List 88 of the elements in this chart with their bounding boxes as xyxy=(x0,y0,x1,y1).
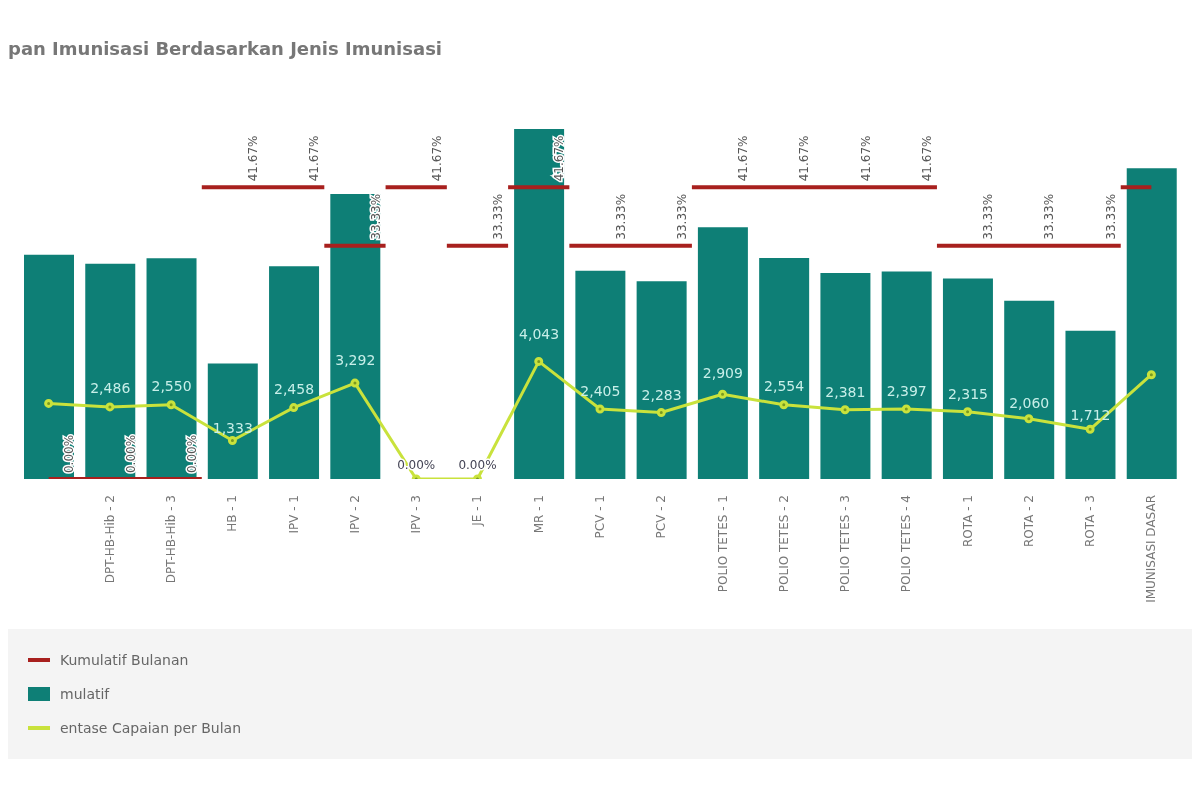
data-label: 41.67% xyxy=(429,135,444,182)
x-tick-label: PCV - 2 xyxy=(654,495,669,539)
x-tick-label: ROTA - 2 xyxy=(1021,495,1036,547)
bar xyxy=(514,129,565,479)
point xyxy=(1085,424,1095,434)
bar xyxy=(942,278,993,479)
legend-label: entase Capaian per Bulan xyxy=(60,720,242,736)
bar xyxy=(1126,168,1177,479)
bar xyxy=(881,271,932,479)
point xyxy=(105,402,115,412)
data-label: 0.00% xyxy=(184,434,199,473)
point xyxy=(779,400,789,410)
data-label: 2,486 xyxy=(90,379,131,396)
data-label: 41.67% xyxy=(797,135,812,182)
x-tick-label: ROTA - 1 xyxy=(960,495,975,547)
data-label: 41.67% xyxy=(246,135,261,182)
bar xyxy=(330,194,381,479)
x-tick-label: POLIO TETES - 2 xyxy=(776,495,791,593)
point xyxy=(656,408,666,417)
data-label: 2,458 xyxy=(274,380,315,397)
data-label: 4,043 xyxy=(519,326,560,342)
data-label: 2,060 xyxy=(1009,394,1050,411)
point xyxy=(595,404,605,414)
point xyxy=(840,405,850,415)
x-tick-label: DPT-HB-Hib - 2 xyxy=(102,495,117,584)
point xyxy=(1024,414,1034,424)
bar xyxy=(636,281,687,479)
bar xyxy=(759,257,810,479)
data-label: 2,554 xyxy=(764,377,805,394)
data-label: 33.33% xyxy=(981,193,996,240)
x-tick-label: JE - 1 xyxy=(470,495,485,527)
x-tick-label: IPV - 2 xyxy=(347,495,362,534)
chart-title: pan Imunisasi Berdasarkan Jenis Imunisasi xyxy=(8,37,443,61)
point xyxy=(901,404,911,414)
bar xyxy=(575,270,626,479)
data-label: 1,333 xyxy=(212,419,253,436)
bar xyxy=(269,266,320,479)
x-tick-label: POLIO TETES - 1 xyxy=(715,495,730,593)
data-label: 2,283 xyxy=(641,386,682,403)
x-tick-label: PCV - 1 xyxy=(593,495,607,539)
bar xyxy=(1004,300,1055,479)
point xyxy=(534,356,544,366)
point xyxy=(289,403,299,413)
bar xyxy=(207,363,258,479)
data-label: 33.33% xyxy=(1103,193,1118,240)
data-label: 3,292 xyxy=(335,352,376,369)
data-label: 41.67% xyxy=(552,135,567,182)
legend-label: mulatif xyxy=(60,686,110,702)
x-tick-label: IPV - 3 xyxy=(409,495,424,534)
data-label: 2,909 xyxy=(702,365,743,382)
data-label: 0.00% xyxy=(62,434,77,473)
x-tick-label: MR - 1 xyxy=(531,495,546,534)
data-label: 2,550 xyxy=(151,377,192,394)
x-tick-label: HB - 1 xyxy=(225,495,240,532)
data-label: 2,405 xyxy=(580,382,621,399)
data-label: 41.67% xyxy=(919,135,934,182)
data-label: 0.00% xyxy=(123,434,138,473)
legend-label: Kumulatif Bulanan xyxy=(60,652,189,668)
point xyxy=(227,436,237,445)
point xyxy=(963,407,973,417)
data-label: 33.33% xyxy=(491,193,506,240)
point xyxy=(166,400,176,410)
x-tick-label: IPV - 1 xyxy=(286,495,301,534)
bar xyxy=(146,258,197,479)
data-label: 33.33% xyxy=(613,193,628,240)
x-tick-label: IMUNISASI DASAR xyxy=(1144,495,1159,603)
bar xyxy=(24,254,74,479)
x-tick-label: DPT-HB-Hib - 3 xyxy=(164,495,179,584)
bar xyxy=(697,227,748,479)
bar xyxy=(85,263,136,479)
data-label: 41.67% xyxy=(307,135,322,182)
bar xyxy=(820,272,871,479)
point xyxy=(718,389,728,399)
data-label: 2,397 xyxy=(886,383,927,399)
data-label: 33.33% xyxy=(1042,193,1057,240)
point xyxy=(1146,370,1156,380)
point xyxy=(44,398,54,408)
x-tick-label: POLIO TETES - 4 xyxy=(899,495,914,593)
data-label: 33.33% xyxy=(674,193,689,240)
x-tick-label: ROTA - 3 xyxy=(1083,495,1098,547)
data-label: 41.67% xyxy=(858,135,873,182)
data-label: 2,381 xyxy=(825,383,866,400)
data-label: 41.67% xyxy=(736,135,751,182)
x-tick-label: POLIO TETES - 3 xyxy=(838,495,853,593)
bar xyxy=(1065,330,1116,479)
data-label: 2,315 xyxy=(947,385,988,402)
data-label: 33.33% xyxy=(368,193,383,240)
point xyxy=(350,378,360,388)
